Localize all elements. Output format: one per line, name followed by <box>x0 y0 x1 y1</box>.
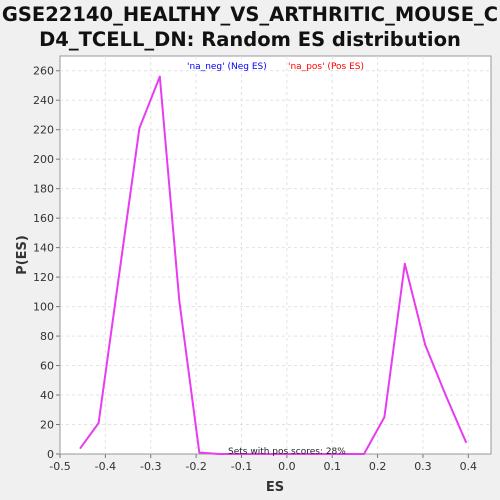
x-tick-label: -0.5 <box>49 460 70 473</box>
y-tick-label: 120 <box>33 271 54 284</box>
y-tick-label: 180 <box>33 183 54 196</box>
legend-entry-neg: 'na_neg' (Neg ES) <box>187 62 267 72</box>
y-tick-label: 260 <box>33 65 54 78</box>
y-tick-label: 20 <box>40 419 54 432</box>
data-point <box>445 394 447 396</box>
y-tick-label: 200 <box>33 153 54 166</box>
y-tick-label: 40 <box>40 389 54 402</box>
plot-area <box>60 56 491 454</box>
x-tick-label: -0.1 <box>231 460 252 473</box>
y-tick-label: 220 <box>33 124 54 137</box>
x-tick-label: 0.1 <box>323 460 341 473</box>
data-point <box>465 441 467 443</box>
y-tick-label: 140 <box>33 242 54 255</box>
data-point <box>139 127 141 129</box>
data-point <box>218 453 220 455</box>
data-point <box>404 263 406 265</box>
data-point <box>178 300 180 302</box>
x-tick-label: -0.4 <box>95 460 116 473</box>
data-point <box>98 422 100 424</box>
x-tick-label: 0.2 <box>369 460 387 473</box>
x-axis-label: ES <box>266 480 284 495</box>
data-point <box>198 452 200 454</box>
y-tick-label: 60 <box>40 360 54 373</box>
x-tick-label: -0.2 <box>185 460 206 473</box>
annotation-pos-scores: Sets with pos scores: 28% <box>228 447 346 457</box>
data-point <box>159 76 161 78</box>
data-point <box>80 447 82 449</box>
y-tick-label: 80 <box>40 330 54 343</box>
x-tick-label: 0.0 <box>278 460 296 473</box>
y-tick-label: 160 <box>33 212 54 225</box>
data-point <box>424 344 426 346</box>
data-point <box>363 453 365 455</box>
x-tick-label: -0.3 <box>140 460 161 473</box>
legend-entry-pos: 'na_pos' (Pos ES) <box>288 62 364 72</box>
y-tick-label: 240 <box>33 94 54 107</box>
y-axis-label: P(ES) <box>15 235 30 275</box>
y-tick-label: 100 <box>33 301 54 314</box>
x-tick-label: 0.4 <box>460 460 478 473</box>
x-tick-label: 0.3 <box>414 460 432 473</box>
data-point <box>384 416 386 418</box>
